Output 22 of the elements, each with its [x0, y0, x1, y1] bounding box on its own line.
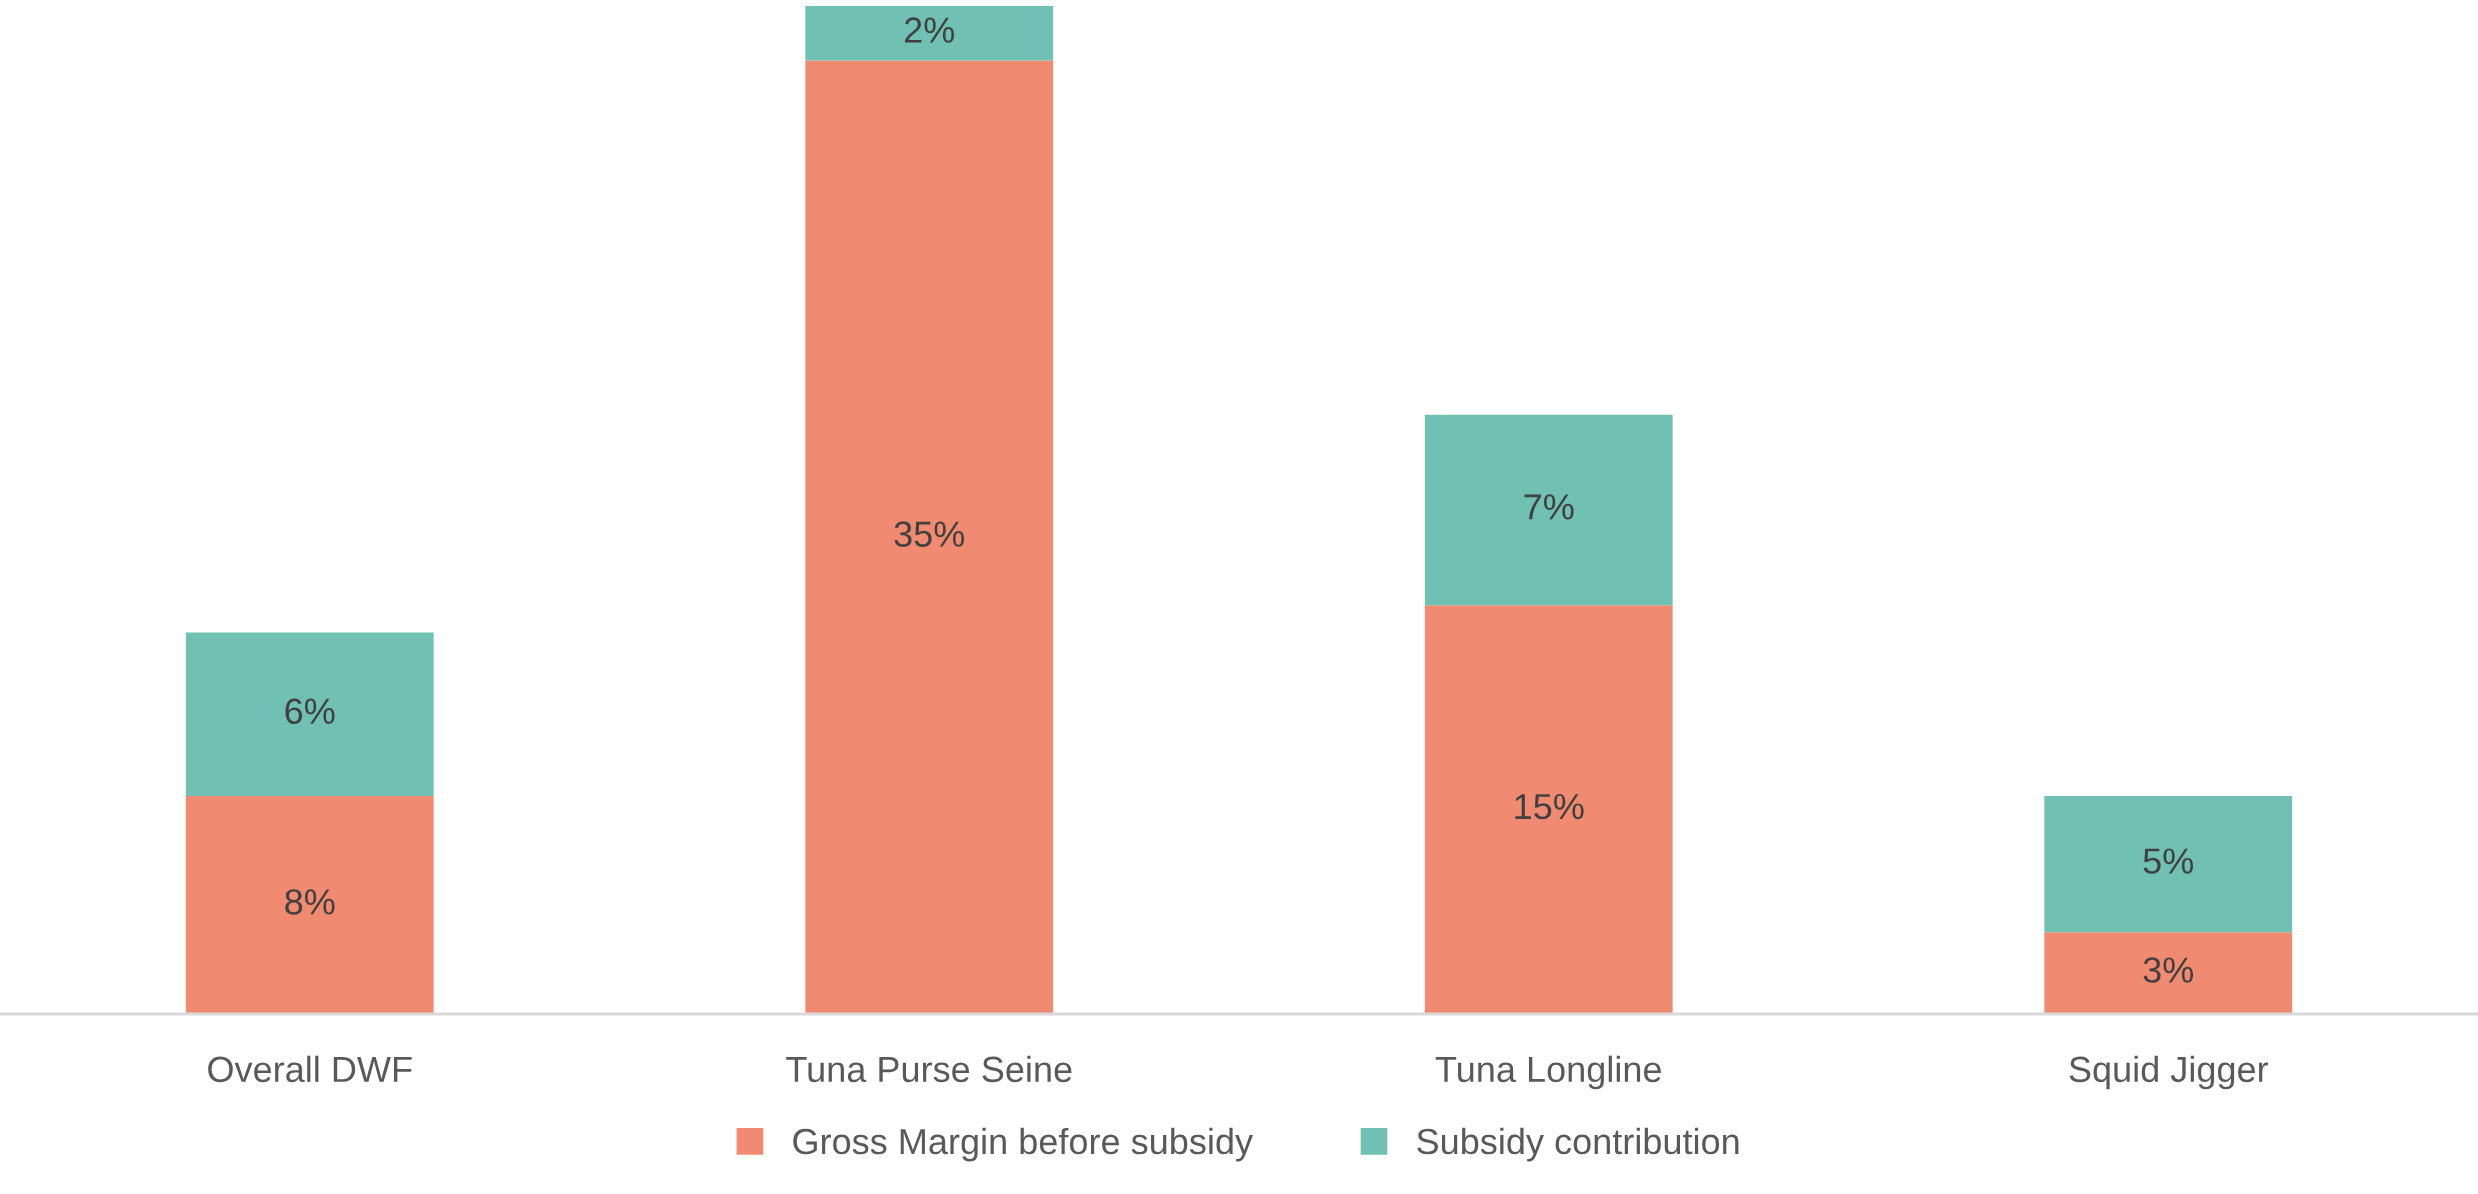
bar: [185, 796, 434, 1014]
bar: [185, 632, 434, 797]
bar: [2044, 796, 2293, 933]
legend-label: Subsidy contribution: [1417, 1127, 1739, 1162]
x-tick-label: Tuna Purse Seine: [786, 1055, 1072, 1083]
bar: [805, 60, 1054, 1014]
data-label: 8%: [285, 889, 335, 915]
legend-label: Gross Margin before subsidy: [793, 1127, 1253, 1162]
data-label: 35%: [894, 521, 965, 547]
data-label: 2%: [904, 17, 955, 43]
data-label: 15%: [1515, 793, 1584, 820]
x-tick-label: Squid Jigger: [2069, 1055, 2269, 1090]
data-label: 6%: [285, 698, 335, 725]
x-tick-label: Tuna Longline: [1435, 1055, 1661, 1090]
bar: [1424, 605, 1673, 1014]
data-label: 7%: [1524, 494, 1574, 520]
bar: [1424, 414, 1673, 606]
bar: [805, 6, 1054, 61]
data-label: 5%: [2143, 848, 2194, 874]
x-tick-label: Overall DWF: [208, 1055, 412, 1083]
data-label: 3%: [2143, 957, 2194, 983]
bar: [2044, 932, 2293, 1014]
